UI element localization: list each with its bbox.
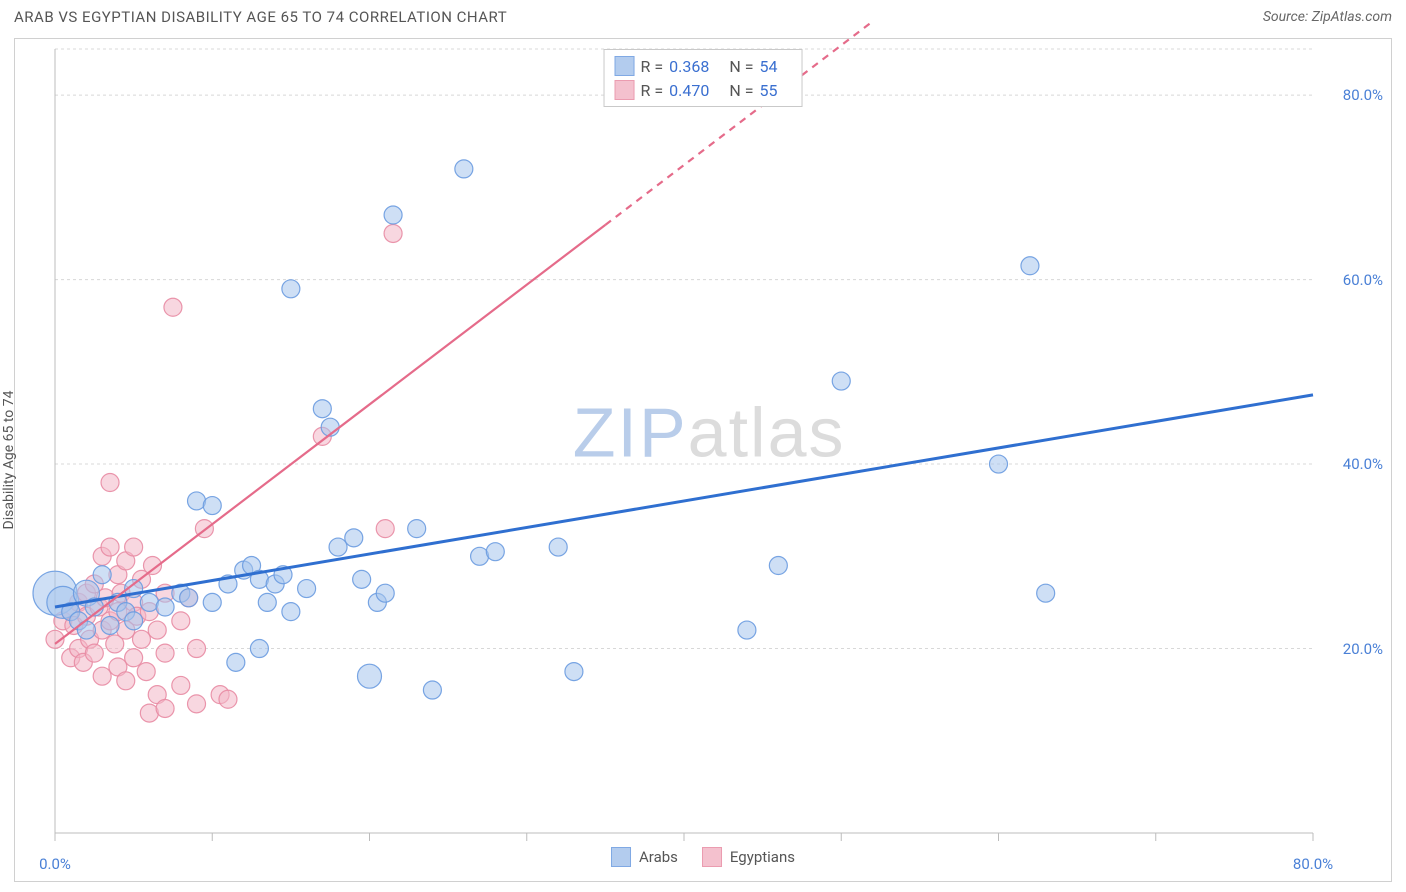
data-point (376, 520, 394, 538)
series-legend: Arabs Egyptians (611, 847, 795, 867)
data-point (219, 690, 237, 708)
y-tick-label: 20.0% (1343, 640, 1383, 658)
legend-row: R = 0.470 N = 55 (615, 78, 792, 102)
data-point (384, 224, 402, 242)
data-point (93, 667, 111, 685)
y-tick-label: 80.0% (1343, 86, 1383, 104)
data-point (1037, 584, 1055, 602)
legend-swatch (611, 847, 631, 867)
data-point (345, 529, 363, 547)
data-point (156, 644, 174, 662)
source-label: Source: ZipAtlas.com (1263, 9, 1392, 25)
data-point (565, 663, 583, 681)
data-point (423, 681, 441, 699)
data-point (329, 538, 347, 556)
legend-swatch (702, 847, 722, 867)
plot-area: ZIPatlas 20.0%40.0%60.0%80.0%0.0%80.0% (55, 49, 1311, 831)
data-point (93, 566, 111, 584)
correlation-legend: R = 0.368 N = 54 R = 0.470 N = 55 (604, 49, 803, 107)
data-point (156, 598, 174, 616)
data-point (549, 538, 567, 556)
r-value: 0.470 (669, 81, 709, 100)
r-label: R = (641, 81, 664, 100)
x-tick-label: 0.0% (39, 855, 71, 873)
n-value: 54 (759, 57, 777, 76)
data-point (384, 206, 402, 224)
legend-row: R = 0.368 N = 54 (615, 54, 792, 78)
r-value: 0.368 (669, 57, 709, 76)
legend-swatch (615, 56, 635, 76)
data-point (137, 663, 155, 681)
data-point (180, 589, 198, 607)
data-point (258, 593, 276, 611)
data-point (156, 699, 174, 717)
data-point (358, 664, 382, 688)
x-tick-label: 80.0% (1293, 855, 1333, 873)
chart-title: ARAB VS EGYPTIAN DISABILITY AGE 65 TO 74… (14, 8, 507, 26)
data-point (172, 676, 190, 694)
data-point (101, 538, 119, 556)
data-point (101, 616, 119, 634)
data-point (203, 593, 221, 611)
data-point (203, 497, 221, 515)
data-point (282, 603, 300, 621)
data-point (486, 543, 504, 561)
data-point (832, 372, 850, 390)
data-point (313, 400, 331, 418)
legend-item: Egyptians (702, 847, 795, 867)
y-tick-label: 40.0% (1343, 455, 1383, 473)
data-point (769, 557, 787, 575)
data-point (353, 570, 371, 588)
data-point (990, 455, 1008, 473)
data-point (738, 621, 756, 639)
r-label: R = (641, 57, 664, 76)
data-point (188, 640, 206, 658)
data-point (85, 644, 103, 662)
data-point (172, 612, 190, 630)
data-point (188, 695, 206, 713)
data-point (125, 649, 143, 667)
data-point (101, 474, 119, 492)
data-point (298, 580, 316, 598)
data-point (164, 298, 182, 316)
legend-label: Egyptians (730, 848, 795, 866)
data-point (1021, 257, 1039, 275)
data-point (117, 672, 135, 690)
data-point (282, 280, 300, 298)
data-point (408, 520, 426, 538)
chart-container: Disability Age 65 to 74 ZIPatlas 20.0%40… (14, 38, 1392, 882)
trend-line (55, 225, 605, 644)
data-point (227, 653, 245, 671)
data-point (148, 621, 166, 639)
data-point (125, 538, 143, 556)
legend-label: Arabs (639, 848, 678, 866)
data-point (132, 630, 150, 648)
n-label: N = (729, 57, 753, 76)
legend-swatch (615, 80, 635, 100)
scatter-svg: ZIPatlas (55, 49, 1313, 833)
data-point (376, 584, 394, 602)
n-label: N = (729, 81, 753, 100)
y-tick-label: 60.0% (1343, 271, 1383, 289)
legend-item: Arabs (611, 847, 678, 867)
watermark: ZIPatlas (573, 394, 846, 472)
data-point (455, 160, 473, 178)
data-point (125, 612, 143, 630)
n-value: 55 (759, 81, 777, 100)
y-axis-label: Disability Age 65 to 74 (1, 391, 17, 530)
data-point (250, 640, 268, 658)
